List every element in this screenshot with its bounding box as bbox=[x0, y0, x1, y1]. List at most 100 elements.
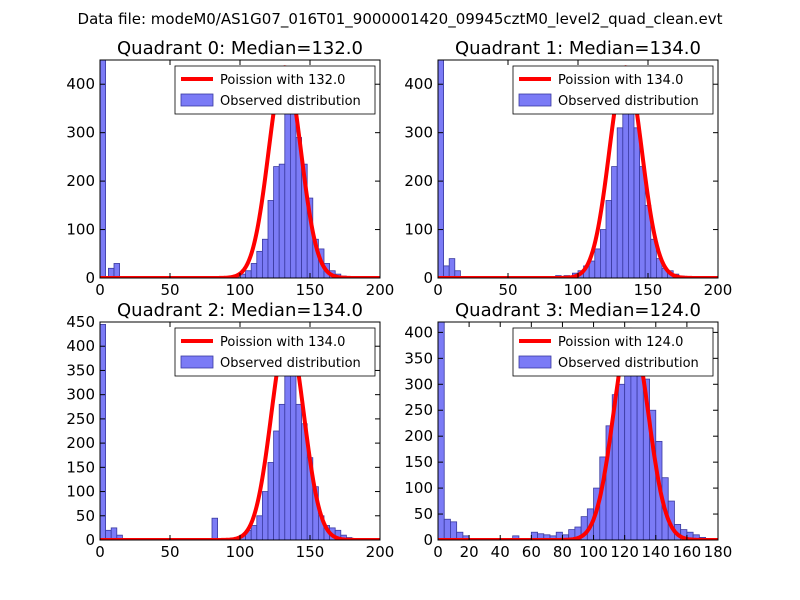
y-tick-label: 200 bbox=[404, 172, 433, 190]
x-tick-label: 50 bbox=[498, 281, 517, 299]
histogram-bar bbox=[256, 515, 263, 540]
histogram-bar bbox=[261, 491, 269, 540]
legend: Poission with 134.0 Observed distribution bbox=[174, 327, 376, 377]
y-tick-label: 200 bbox=[404, 427, 433, 445]
histogram-bar bbox=[443, 518, 451, 540]
histogram-bar bbox=[289, 112, 297, 278]
y-tick-label: 400 bbox=[404, 323, 433, 341]
y-tick-label: 400 bbox=[404, 75, 433, 93]
histogram-bar bbox=[284, 374, 291, 540]
histogram-bar bbox=[448, 258, 456, 278]
axes-frame bbox=[437, 321, 719, 541]
histogram-bar bbox=[284, 112, 291, 278]
y-tick-label: 150 bbox=[66, 458, 95, 476]
panel-title: Quadrant 1: Median=134.0 bbox=[455, 38, 701, 59]
x-tick-label: 0 bbox=[95, 281, 105, 299]
plot-area bbox=[100, 324, 380, 540]
y-tick-label: 100 bbox=[66, 221, 95, 239]
x-tick-label: 100 bbox=[564, 281, 593, 299]
x-tick-label: 50 bbox=[160, 281, 179, 299]
y-tick-label: 0 bbox=[85, 531, 95, 549]
y-tick-label: 0 bbox=[423, 269, 433, 287]
histogram-bar bbox=[250, 263, 258, 278]
histogram-bar bbox=[278, 403, 286, 540]
legend-label-observed: Observed distribution bbox=[220, 356, 361, 371]
histogram-bar bbox=[100, 324, 106, 540]
panel-1: Quadrant 1: Median=134.0 0 50 100 150 200 0 100… bbox=[404, 38, 732, 299]
panel-3: Quadrant 3: Median=124.00 20 40 60 80 100 120 1… bbox=[404, 300, 732, 561]
histogram-bar bbox=[256, 250, 263, 278]
y-tick-label: 350 bbox=[404, 349, 433, 367]
x-tick-label: 20 bbox=[460, 543, 479, 561]
x-tick-label: 80 bbox=[553, 543, 572, 561]
legend: Poission with 132.0 Observed distribution bbox=[174, 65, 376, 115]
y-tick-label: 100 bbox=[404, 479, 433, 497]
histogram-bar bbox=[100, 60, 106, 278]
x-tick-label: 0 bbox=[433, 281, 443, 299]
panel-title: Quadrant 2: Median=134.0 bbox=[117, 300, 363, 321]
y-tick-label: 50 bbox=[414, 505, 433, 523]
legend-bar-swatch bbox=[518, 93, 552, 107]
histogram-bar bbox=[438, 322, 445, 540]
histogram-bar bbox=[633, 127, 640, 278]
y-tick-label: 0 bbox=[423, 531, 433, 549]
x-tick-label: 180 bbox=[704, 543, 733, 561]
histogram-bar bbox=[450, 521, 458, 540]
panel-title: Quadrant 3: Median=124.0 bbox=[455, 300, 701, 321]
panel-2: Quadrant 2: Median=134.00 50 100 150 2000501… bbox=[66, 300, 394, 561]
histogram-bar bbox=[611, 166, 618, 278]
poisson-curve bbox=[438, 327, 718, 540]
histogram-bar bbox=[250, 525, 258, 540]
panel-title: Quadrant 0: Median=132.0 bbox=[117, 38, 363, 59]
legend-label-poisson: Poission with 134.0 bbox=[558, 73, 683, 88]
y-tick-label: 100 bbox=[404, 221, 433, 239]
x-tick-label: 0 bbox=[95, 543, 105, 561]
y-tick-label: 400 bbox=[66, 337, 95, 355]
histogram-bar bbox=[273, 166, 280, 278]
y-tick-label: 200 bbox=[66, 172, 95, 190]
x-tick-label: 0 bbox=[433, 543, 443, 561]
legend-label-observed: Observed distribution bbox=[558, 94, 699, 109]
y-tick-label: 300 bbox=[404, 375, 433, 393]
legend-label-observed: Observed distribution bbox=[220, 94, 361, 109]
histogram-bar bbox=[438, 60, 444, 278]
histogram-bar bbox=[295, 403, 302, 540]
histogram-bar bbox=[267, 200, 274, 278]
x-tick-label: 140 bbox=[641, 543, 670, 561]
histogram-bar bbox=[605, 200, 612, 278]
x-tick-label: 120 bbox=[610, 543, 639, 561]
histogram-bar bbox=[211, 517, 218, 540]
figure-suptitle: Data file: modeM0/AS1G07_016T01_90000014… bbox=[78, 10, 723, 29]
y-tick-label: 450 bbox=[66, 313, 95, 331]
legend-label-poisson: Poission with 132.0 bbox=[220, 73, 345, 88]
histogram-bar bbox=[113, 263, 120, 278]
x-tick-label: 40 bbox=[491, 543, 510, 561]
histogram-bar bbox=[116, 534, 123, 540]
histogram-bar bbox=[618, 383, 626, 540]
y-tick-label: 300 bbox=[404, 124, 433, 142]
y-tick-label: 250 bbox=[66, 410, 95, 428]
x-tick-label: 50 bbox=[160, 543, 179, 561]
legend-label-observed: Observed distribution bbox=[558, 356, 699, 371]
panel-0: Quadrant 0: Median=132.0 0 50 100 150 200 0 100… bbox=[66, 38, 394, 299]
plot-area bbox=[438, 322, 718, 540]
legend-bar-swatch bbox=[180, 93, 214, 107]
x-tick-label: 150 bbox=[296, 281, 325, 299]
x-tick-label: 100 bbox=[226, 281, 255, 299]
y-tick-label: 300 bbox=[66, 386, 95, 404]
histogram-bar bbox=[594, 248, 601, 278]
x-tick-label: 60 bbox=[522, 543, 541, 561]
y-tick-label: 0 bbox=[85, 269, 95, 287]
y-tick-label: 200 bbox=[66, 434, 95, 452]
legend-bar-swatch bbox=[518, 355, 552, 369]
histogram-bar bbox=[616, 127, 624, 278]
histogram-bar bbox=[261, 238, 269, 278]
y-tick-label: 300 bbox=[66, 124, 95, 142]
y-tick-label: 350 bbox=[66, 361, 95, 379]
legend: Poission with 124.0 Observed distribution bbox=[512, 327, 714, 377]
y-tick-label: 250 bbox=[404, 401, 433, 419]
y-tick-label: 400 bbox=[66, 75, 95, 93]
histogram-bar bbox=[110, 527, 118, 540]
x-tick-label: 150 bbox=[296, 543, 325, 561]
histogram-bar bbox=[289, 374, 297, 540]
